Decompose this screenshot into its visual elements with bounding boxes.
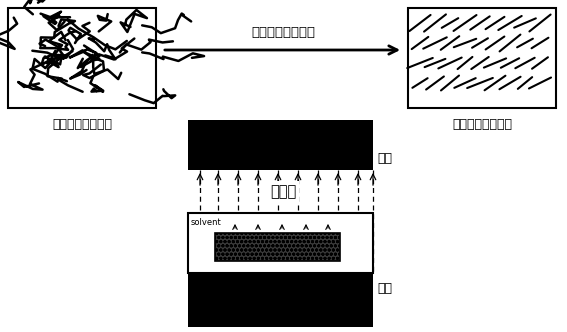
Bar xyxy=(188,213,373,273)
Text: 磁铁: 磁铁 xyxy=(377,152,392,165)
Text: 磁通量: 磁通量 xyxy=(270,184,296,199)
Text: 磁铁: 磁铁 xyxy=(377,282,392,295)
Bar xyxy=(188,272,373,327)
Bar xyxy=(188,120,373,170)
Text: 磁场辅助电泳沉积: 磁场辅助电泳沉积 xyxy=(251,26,315,39)
Bar xyxy=(408,8,556,108)
Text: 碳纳米管电泳沉积: 碳纳米管电泳沉积 xyxy=(452,118,512,131)
Text: solvent: solvent xyxy=(191,218,222,227)
Bar xyxy=(215,233,340,261)
Text: 碳纳米管电泳沉积: 碳纳米管电泳沉积 xyxy=(52,118,112,131)
Bar xyxy=(8,8,156,108)
